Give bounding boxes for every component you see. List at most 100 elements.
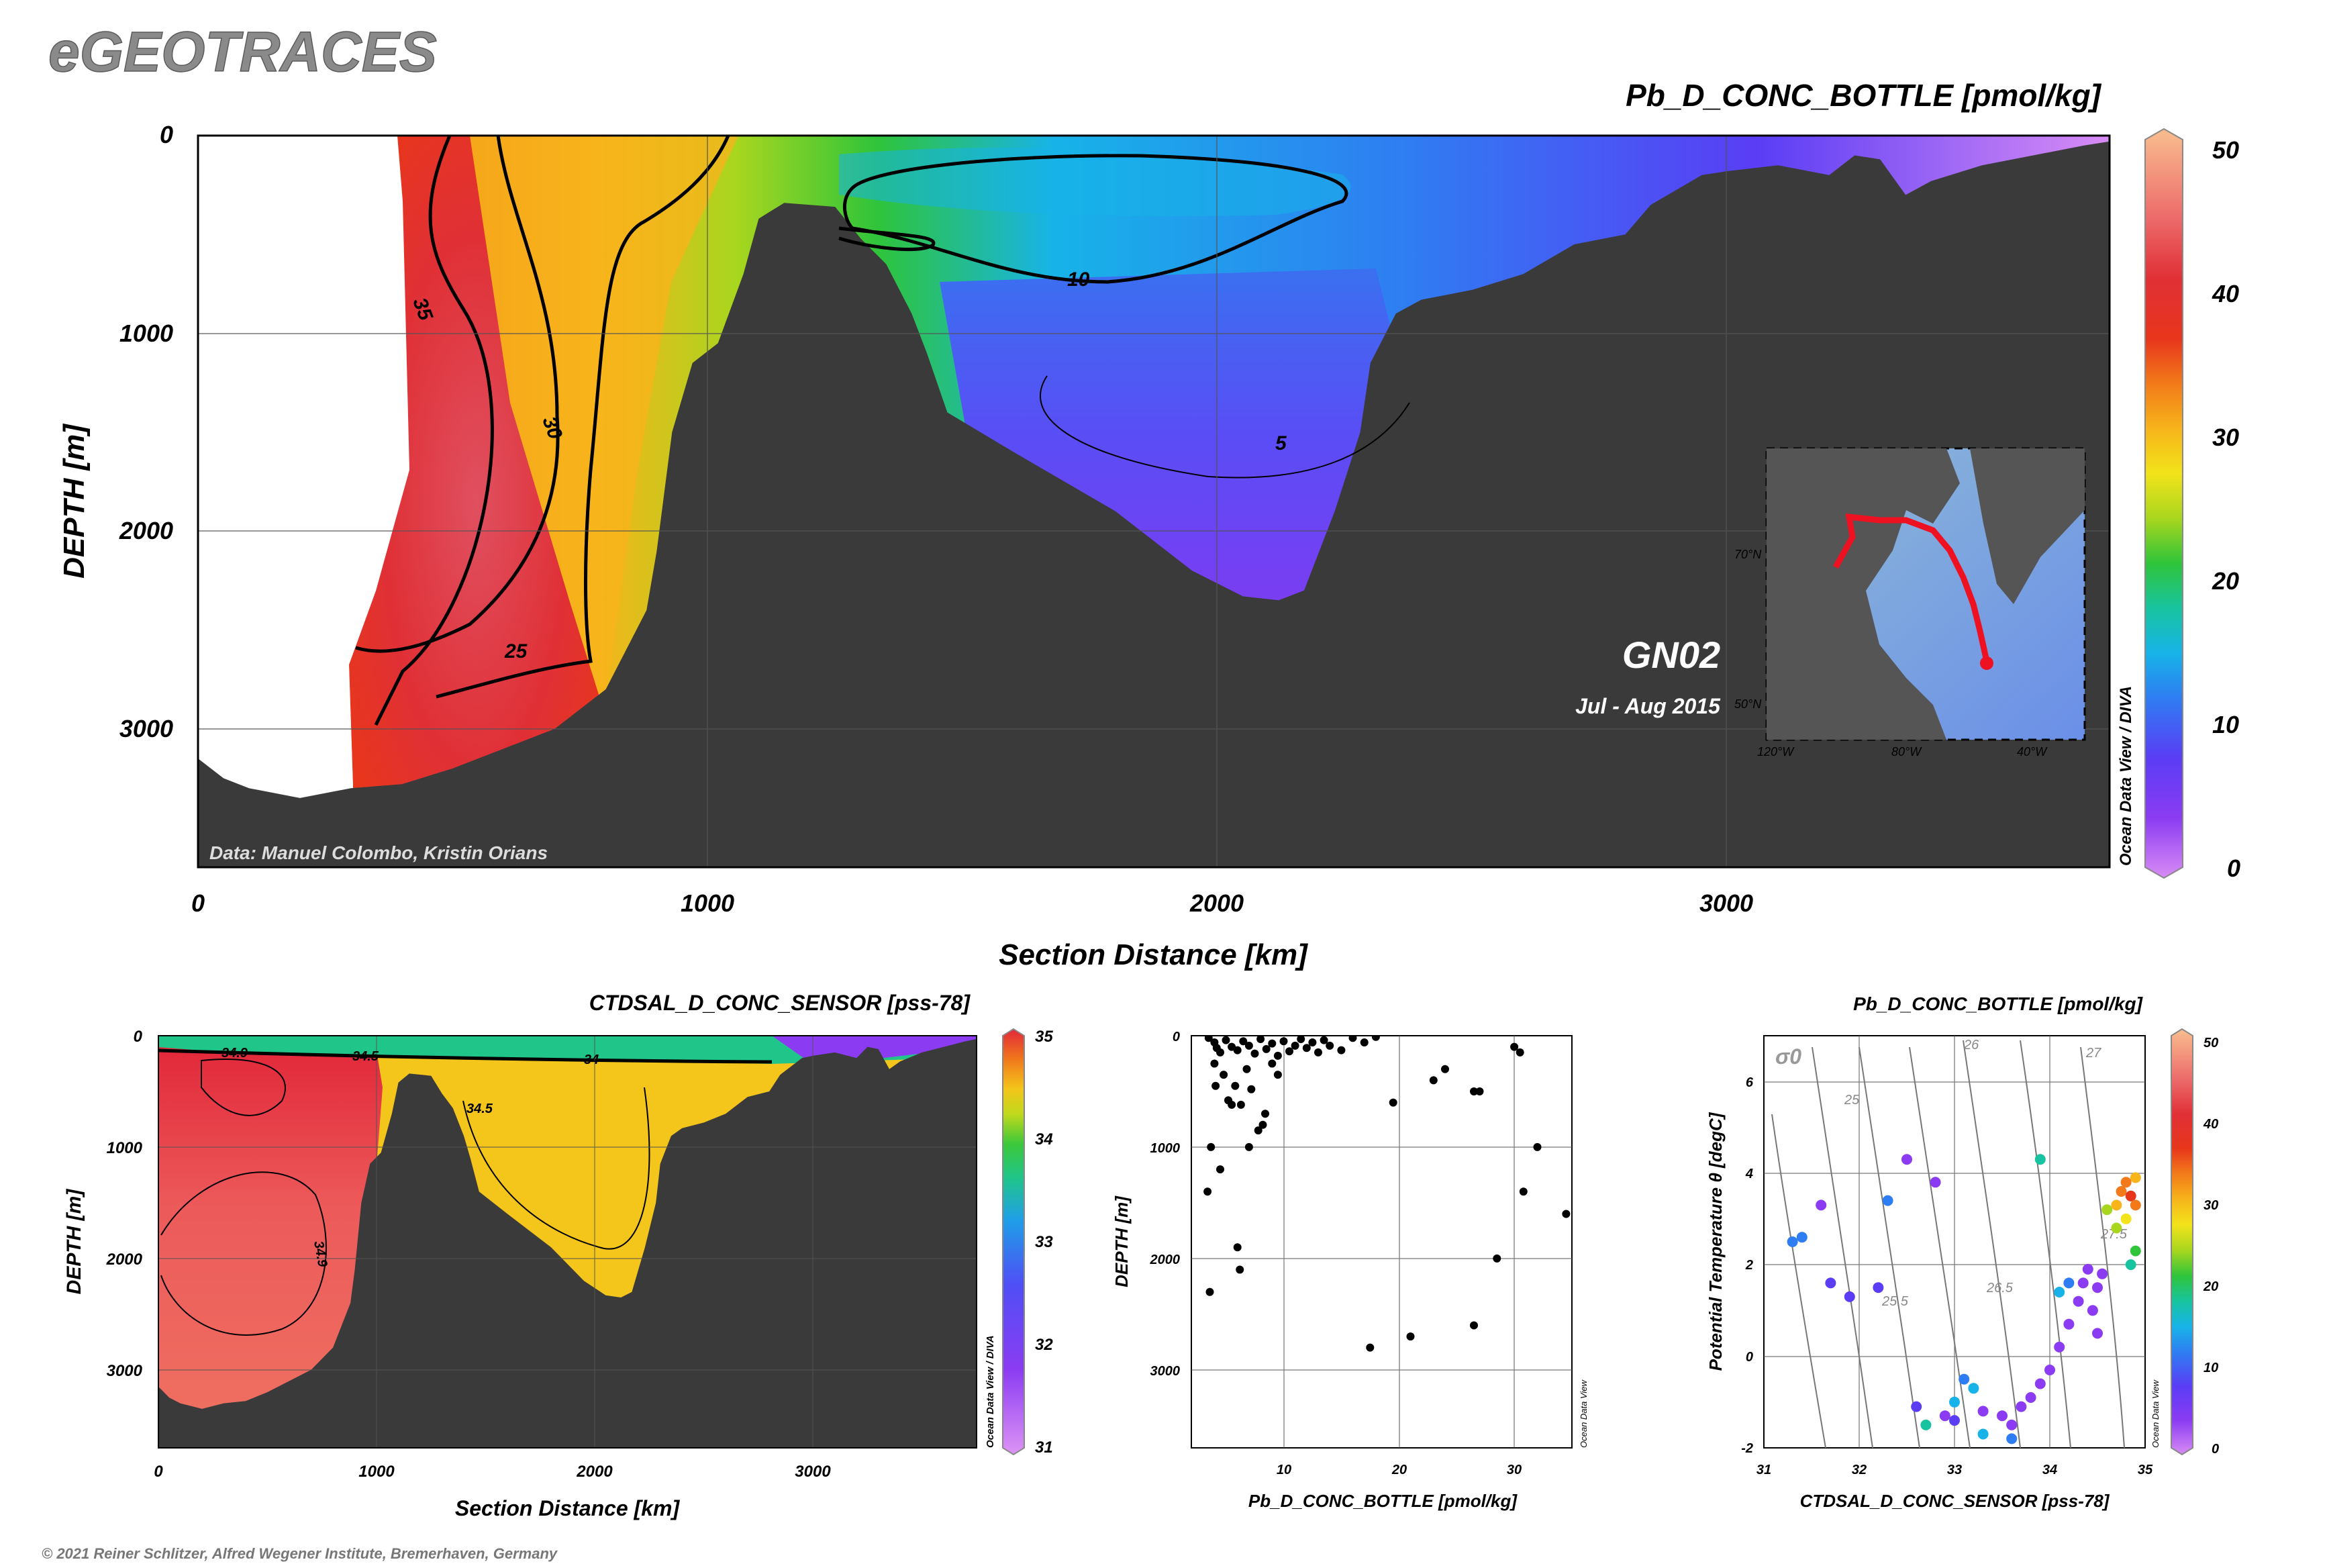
- profile-point: [1239, 1037, 1248, 1046]
- profile-watermark: Ocean Data View: [1579, 1379, 1589, 1448]
- ts-ytick-6: 6: [1746, 1075, 1754, 1090]
- sal-y-axis-label: DEPTH [m]: [63, 1189, 85, 1295]
- cruise-end-marker: [1980, 656, 1993, 670]
- profile-point: [1236, 1265, 1244, 1274]
- sal-cb-31: 31: [1035, 1438, 1053, 1457]
- profile-point: [1210, 1059, 1219, 1068]
- ts-point: [2120, 1177, 2132, 1188]
- ts-point: [2073, 1295, 2084, 1307]
- contour-10b: [838, 226, 936, 251]
- sal-ytick-3000: 3000: [107, 1362, 143, 1380]
- profile-point: [1216, 1048, 1224, 1057]
- profile-point: [1519, 1187, 1528, 1196]
- profile-point: [1516, 1048, 1524, 1057]
- main-xtick-0: 0: [191, 889, 205, 917]
- ts-point: [2082, 1263, 2093, 1275]
- sal-cb-33: 33: [1035, 1233, 1053, 1251]
- ts-point: [1816, 1199, 1827, 1211]
- ts-point: [2092, 1328, 2103, 1339]
- isopycnal-2: [1812, 1046, 1873, 1449]
- ts-point: [2034, 1378, 2046, 1389]
- profile-point: [1233, 1046, 1242, 1055]
- cruise-dates: Jul - Aug 2015: [1575, 694, 1721, 718]
- ts-point: [1787, 1236, 1798, 1247]
- ts-point: [2125, 1259, 2136, 1271]
- contour-5: [1040, 375, 1410, 479]
- copyright: © 2021 Reiner Schlitzer, Alfred Wegener …: [42, 1545, 558, 1562]
- profile-point: [1222, 1036, 1230, 1044]
- ts-point: [1939, 1410, 1950, 1422]
- ts-sigma-label: σ0: [1775, 1044, 1801, 1069]
- profile-point: [1228, 1100, 1236, 1109]
- sal-contour-349-a: [201, 1059, 286, 1116]
- ts-xtick-31: 31: [1756, 1463, 1771, 1477]
- profile-point: [1211, 1081, 1220, 1090]
- ts-points: [1787, 1154, 2141, 1444]
- profile-x-ticks: 10 20 30: [1277, 1463, 1522, 1477]
- isopycnal-3: [1859, 1046, 1920, 1449]
- ts-cb-40: 40: [2203, 1117, 2218, 1132]
- sal-cb-32: 32: [1035, 1336, 1053, 1354]
- sal-contour-345: [462, 1087, 650, 1250]
- profile-x-axis-label: Pb_D_CONC_BOTTLE [pmol/kg]: [1248, 1491, 1518, 1511]
- ts-point: [2034, 1154, 2046, 1165]
- sal-xtick-2000: 2000: [576, 1463, 613, 1481]
- main-ytick-3000: 3000: [119, 715, 173, 742]
- sal-surface-band: [158, 1036, 977, 1064]
- sal-grid: [158, 1036, 977, 1448]
- ts-point: [1825, 1277, 1836, 1289]
- profile-xtick-30: 30: [1507, 1463, 1522, 1477]
- contour-label-5: 5: [1275, 432, 1287, 454]
- ts-isopycnals: [1771, 1040, 2125, 1449]
- main-contours: [355, 136, 1410, 726]
- ts-point: [2077, 1277, 2089, 1289]
- profile-point: [1441, 1065, 1449, 1073]
- pb-field-shallow-blue: [839, 148, 1351, 216]
- ts-ytick-m2: -2: [1741, 1441, 1753, 1456]
- ts-point: [1977, 1428, 1989, 1440]
- ts-xtick-33: 33: [1947, 1463, 1962, 1477]
- sal-contour-349-b: [160, 1171, 327, 1336]
- profile-point: [1360, 1038, 1369, 1046]
- sal-ytick-0: 0: [134, 1028, 143, 1046]
- profile-ytick-1000: 1000: [1150, 1141, 1181, 1156]
- sal-contour-label-3: 34.5: [466, 1101, 493, 1116]
- ts-iso-label-255: 25.5: [1881, 1294, 1909, 1309]
- ts-point: [1977, 1406, 1989, 1417]
- contour-35: [374, 136, 494, 726]
- ts-point: [1930, 1177, 1941, 1188]
- sal-bathymetry: [158, 1039, 977, 1448]
- ts-point: [2130, 1199, 2141, 1211]
- profile-ytick-2000: 2000: [1150, 1253, 1181, 1267]
- ts-point: [2125, 1190, 2136, 1202]
- sal-xtick-0: 0: [154, 1463, 163, 1481]
- profile-point: [1203, 1187, 1212, 1196]
- profile-point: [1470, 1087, 1478, 1095]
- ts-colorbar: 50 40 30 20 10 0: [2171, 1028, 2219, 1457]
- profile-points: [1203, 1036, 1571, 1352]
- profile-point: [1493, 1254, 1501, 1263]
- profile-point: [1302, 1044, 1311, 1052]
- contour-label-25: 25: [504, 640, 528, 663]
- profile-plot: Ocean Data View 0 1000 2000 3000 10 20 3…: [1111, 1030, 1589, 1511]
- ts-point: [2111, 1199, 2122, 1211]
- profile-point: [1216, 1165, 1224, 1174]
- main-xtick-3000: 3000: [1699, 889, 1753, 917]
- ts-cb-10: 10: [2204, 1361, 2218, 1375]
- ts-point: [1959, 1373, 1970, 1385]
- profile-point: [1244, 1041, 1253, 1050]
- ts-point: [1911, 1401, 1922, 1412]
- main-x-axis-label: Section Distance [km]: [999, 938, 1308, 971]
- profile-ytick-3000: 3000: [1150, 1364, 1181, 1379]
- ts-cb-20: 20: [2203, 1279, 2218, 1294]
- ts-ytick-2: 2: [1745, 1258, 1753, 1273]
- ts-iso-label-27: 27: [2085, 1046, 2101, 1061]
- profile-point: [1268, 1059, 1277, 1068]
- sal-contour-labels: 34.9 34.5 34 34.5 34.9: [221, 1046, 599, 1269]
- ts-watermark: Ocean Data View: [2150, 1379, 2161, 1448]
- profile-point: [1371, 1036, 1380, 1041]
- map-inset: 70°N 50°N 120°W 80°W 40°W: [1734, 447, 2086, 758]
- ts-ytick-0: 0: [1746, 1350, 1753, 1365]
- ts-point: [1949, 1396, 1960, 1408]
- main-ytick-1000: 1000: [119, 320, 173, 347]
